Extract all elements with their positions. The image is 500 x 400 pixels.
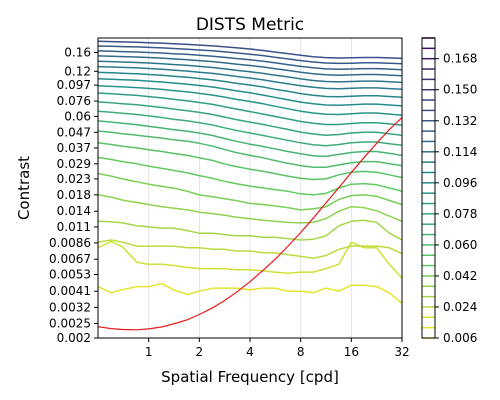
contour-line (98, 240, 402, 279)
y-tick-label: 0.06 (64, 109, 91, 123)
colorbar-tick-label: 0.078 (443, 207, 477, 221)
colorbar-tick-label: 0.060 (443, 238, 477, 252)
y-tick-label: 0.0041 (49, 284, 91, 298)
colorbar-tick-label: 0.132 (443, 114, 477, 128)
contour-line (98, 282, 402, 304)
y-tick-label: 0.16 (64, 46, 91, 60)
colorbar-tick-label: 0.114 (443, 145, 477, 159)
y-tick-label: 0.047 (57, 125, 91, 139)
colorbar-tick-label: 0.150 (443, 83, 477, 97)
y-tick-label: 0.0067 (49, 252, 91, 266)
y-tick-label: 0.0086 (49, 236, 91, 250)
contour-line (98, 55, 402, 77)
threshold-curve (98, 117, 402, 331)
x-tick-label: 1 (145, 345, 153, 359)
chart-title: DISTS Metric (196, 15, 304, 35)
contour-line (98, 50, 402, 71)
colorbar-tick-label: 0.096 (443, 176, 477, 190)
contour-line (98, 65, 402, 91)
contour-line (98, 156, 402, 196)
x-tick-label: 16 (344, 345, 359, 359)
x-tick-label: 32 (394, 345, 409, 359)
y-tick-label: 0.0053 (49, 268, 91, 282)
contour-line (98, 77, 402, 107)
x-axis-ticks: 1 2 4 8 16 32 (145, 338, 410, 359)
x-gridlines (148, 38, 403, 338)
colorbar: 0.006 0.024 0.042 0.060 0.078 0.096 0.114 0.132… (421, 37, 477, 345)
y-tick-label: 0.029 (57, 157, 91, 171)
y-tick-label: 0.002 (57, 331, 91, 345)
contour-line (98, 239, 402, 260)
x-tick-label: 8 (297, 345, 305, 359)
y-tick-label: 0.097 (57, 78, 91, 92)
y-axis-title: Contrast (15, 156, 33, 220)
x-tick-label: 4 (246, 345, 254, 359)
contour-line (98, 60, 402, 84)
y-tick-label: 0.014 (57, 204, 91, 218)
contour-line (98, 85, 402, 116)
contour-line (98, 219, 402, 241)
contour-line (98, 120, 402, 158)
contour-line (98, 92, 402, 126)
y-tick-label: 0.0032 (49, 300, 91, 314)
contour-line (98, 110, 402, 147)
colorbar-tick-label: 0.168 (443, 52, 477, 66)
x-axis-title: Spatial Frequency [cpd] (161, 368, 339, 386)
colorbar-tick-label: 0.042 (443, 269, 477, 283)
contour-line (98, 172, 402, 211)
contour-line (98, 40, 402, 60)
threshold-curve-group (98, 117, 402, 331)
colorbar-tick-label: 0.024 (443, 300, 477, 314)
contour-line (98, 45, 402, 65)
y-tick-label: 0.011 (57, 220, 91, 234)
y-tick-label: 0.037 (57, 141, 91, 155)
contour-line (98, 194, 402, 224)
colorbar-frame (421, 37, 436, 339)
contour-line (98, 71, 402, 99)
y-tick-label: 0.076 (57, 94, 91, 108)
contour-line (98, 130, 402, 169)
y-tick-label: 0.023 (57, 172, 91, 186)
x-tick-label: 2 (196, 345, 204, 359)
y-tick-label: 0.018 (57, 188, 91, 202)
y-tick-label: 0.12 (64, 64, 91, 78)
colorbar-tick-label: 0.006 (443, 331, 477, 345)
y-tick-label: 0.0025 (49, 316, 91, 330)
contour-line (98, 101, 402, 136)
